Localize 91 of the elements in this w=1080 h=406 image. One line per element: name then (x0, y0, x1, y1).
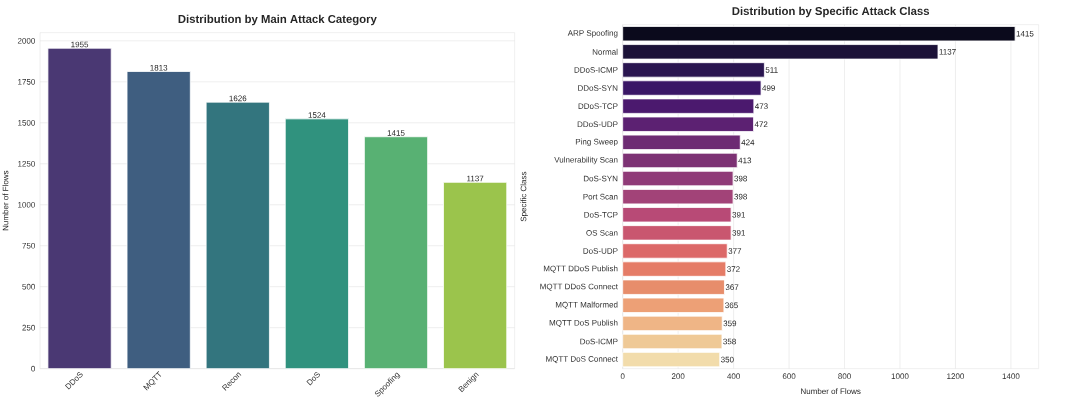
data-label: 391 (732, 211, 745, 218)
y-tick-label: Vulnerability Scan (554, 156, 618, 165)
bar (622, 207, 732, 223)
data-label: 377 (728, 248, 742, 254)
y-tick-label: MQTT DoS Publish (549, 319, 618, 328)
x-tick-label: 1000 (891, 373, 909, 380)
y-tick-label: Port Scan (583, 193, 618, 200)
data-label: 511 (765, 67, 778, 73)
y-tick-label: DDoS-UDP (577, 121, 618, 128)
x-tick-label: 800 (838, 373, 851, 380)
data-label: 359 (723, 320, 737, 327)
bar (622, 170, 734, 187)
x-tick-label: 600 (782, 373, 796, 380)
bar (622, 315, 723, 332)
data-label: 367 (725, 284, 739, 291)
data-label: 1524 (308, 112, 326, 118)
y-tick-label: 250 (22, 324, 35, 331)
y-tick-label: Normal (592, 48, 618, 55)
bar (622, 152, 738, 169)
data-label: 1137 (467, 175, 484, 182)
data-label: 398 (734, 175, 747, 182)
data-label: 473 (754, 103, 768, 109)
data-label: 398 (734, 193, 747, 200)
bar (443, 181, 508, 370)
data-label: 1137 (939, 48, 956, 55)
y-tick-label: DDoS-ICMP (574, 67, 618, 73)
y-tick-label: DDoS-SYN (578, 85, 618, 91)
data-label: 472 (754, 121, 768, 128)
y-tick-label: 1250 (18, 160, 35, 167)
data-label: 358 (723, 338, 736, 345)
y-axis-title: Number of Flows (2, 170, 9, 231)
bar (622, 98, 755, 114)
y-tick-label: OS Scan (586, 230, 618, 236)
bar (622, 243, 728, 259)
bar (622, 261, 727, 277)
y-tick-label: 1500 (18, 119, 35, 126)
bar (284, 118, 349, 370)
bar (622, 225, 732, 241)
bar (622, 279, 725, 295)
bar (126, 71, 191, 370)
y-axis-title: Specific Class (520, 171, 528, 222)
data-label: 372 (727, 266, 740, 272)
x-axis-title: Number of Flows (801, 388, 861, 395)
y-tick-label: DoS-TCP (584, 211, 618, 218)
data-label: 1626 (229, 95, 247, 102)
y-tick-label: 1750 (18, 79, 35, 85)
data-label: 365 (725, 302, 738, 309)
bar (622, 44, 939, 60)
data-label: 1415 (1016, 30, 1034, 37)
y-tick-label: DoS-ICMP (580, 338, 618, 345)
chart-title: Distribution by Specific Attack Class (732, 6, 930, 18)
x-tick-label: 0 (620, 373, 625, 380)
data-label: 1955 (71, 41, 89, 48)
y-tick-label: MQTT Malformed (555, 301, 618, 309)
bar (622, 351, 721, 368)
data-label: 413 (738, 157, 752, 164)
bar (622, 333, 723, 350)
y-tick-label: 2000 (17, 38, 35, 44)
bar (47, 47, 112, 370)
y-tick-label: 500 (22, 283, 35, 290)
bar (363, 136, 429, 370)
bar (205, 101, 270, 370)
bar (622, 189, 734, 205)
data-label: 1415 (387, 130, 405, 136)
y-tick-label: ARP Spoofing (567, 29, 618, 38)
y-tick-label: Ping Sweep (575, 138, 618, 147)
y-tick-label: MQTT DDoS Publish (543, 265, 618, 273)
x-tick-label: 1200 (947, 373, 965, 380)
x-tick-label: 1400 (1002, 373, 1020, 380)
y-tick-label: 750 (22, 242, 35, 249)
bar (622, 116, 754, 132)
data-label: 499 (762, 85, 775, 91)
bar (622, 26, 1016, 42)
data-label: 391 (732, 230, 745, 236)
y-tick-label: DoS-SYN (583, 175, 618, 182)
y-tick-label: DDoS-TCP (578, 103, 618, 109)
y-tick-label: 0 (31, 365, 35, 372)
chart-title: Distribution by Main Attack Category (178, 14, 377, 26)
bar (622, 297, 725, 313)
x-tick-label: 200 (671, 373, 685, 380)
y-tick-label: 1000 (18, 201, 35, 208)
data-label: 1813 (150, 64, 168, 71)
y-tick-label: MQTT DDoS Connect (540, 283, 618, 291)
data-label: 424 (741, 139, 755, 146)
x-tick-label: 400 (727, 373, 740, 380)
y-tick-label: DoS-UDP (583, 248, 618, 254)
bar (622, 134, 741, 150)
y-tick-label: MQTT DoS Connect (546, 356, 618, 364)
bar (622, 62, 765, 78)
bar (622, 80, 762, 96)
data-label: 350 (720, 356, 734, 363)
